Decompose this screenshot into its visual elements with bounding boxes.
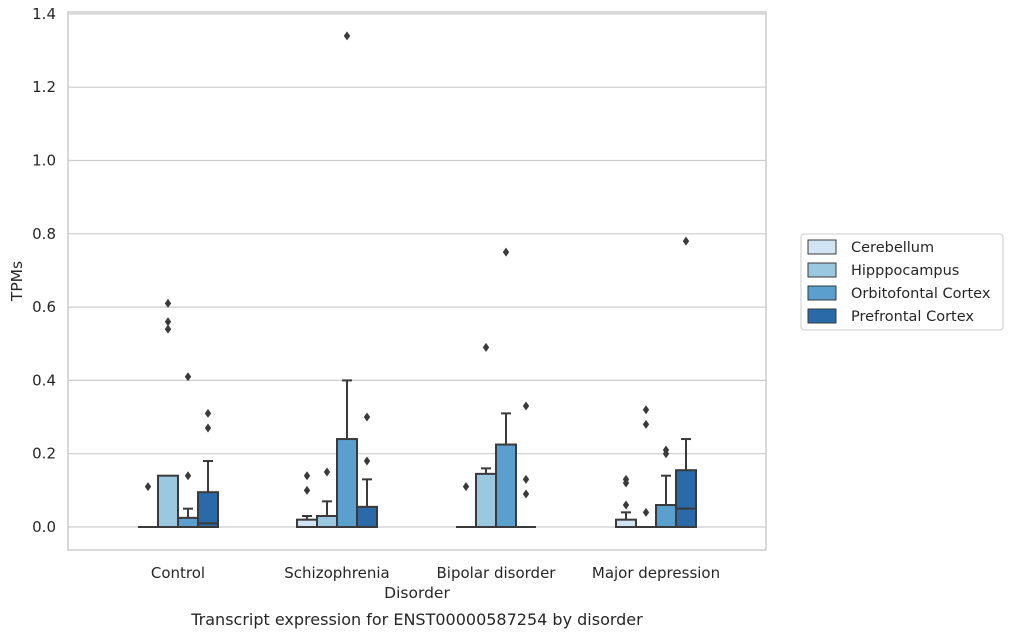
outlier-point	[303, 471, 311, 481]
box-body	[475, 472, 497, 529]
outlier-point	[522, 489, 530, 499]
box-body	[296, 518, 318, 528]
x-tick-label: Control	[151, 564, 205, 582]
legend-label: Prefrontal Cortex	[851, 309, 974, 325]
y-tick-label: 1.4	[32, 5, 56, 23]
legend-label: Hipppocampus	[851, 263, 959, 279]
y-axis-title: TPMs	[8, 261, 26, 302]
y-tick-labels: 0.0 0.2 0.4 0.6 0.8 1.0 1.2 1.4	[32, 5, 56, 536]
outlier-point	[184, 372, 192, 382]
figure-caption: Transcript expression for ENST0000058725…	[190, 610, 643, 629]
box-group	[296, 471, 318, 528]
outlier-point	[323, 467, 331, 477]
box-body	[615, 518, 637, 528]
outlier-point	[363, 456, 371, 466]
box-group	[495, 247, 517, 529]
legend-frame	[800, 233, 1004, 331]
outlier-point	[482, 342, 490, 352]
outlier-point	[204, 408, 212, 418]
legend-swatch	[807, 285, 837, 301]
outlier-point	[164, 298, 172, 308]
y-tick-label: 1.0	[32, 152, 56, 170]
box-body	[675, 469, 697, 529]
legend-label: Cerebellum	[851, 240, 934, 256]
outlier-point	[622, 474, 630, 484]
legend: Cerebellum Hipppocampus Orbitofontal Corte…	[800, 233, 1004, 331]
x-tick-labels: Control Schizophrenia Bipolar disorder Majo…	[151, 564, 720, 582]
outlier-point	[343, 31, 351, 41]
box-group	[336, 31, 358, 529]
box-body	[157, 474, 179, 529]
outlier-point	[363, 412, 371, 422]
box-body	[495, 443, 517, 529]
y-tick-label: 0.6	[32, 298, 56, 316]
box-group	[636, 405, 656, 528]
x-axis-title: Disorder	[384, 584, 450, 602]
box-group	[138, 482, 158, 528]
x-tick-label: Major depression	[592, 564, 720, 582]
legend-label: Orbitofontal Cortex	[851, 286, 991, 302]
box-body	[197, 491, 219, 528]
outlier-point	[462, 482, 470, 492]
y-tick-label: 0.4	[32, 371, 56, 389]
legend-swatch	[807, 239, 837, 255]
box-body	[336, 438, 358, 529]
y-tick-label: 0.2	[32, 445, 56, 463]
outlier-point	[642, 419, 650, 429]
x-tick-label: Bipolar disorder	[437, 564, 557, 582]
box-group	[615, 474, 637, 528]
outlier-point	[164, 324, 172, 334]
y-tick-label: 0.0	[32, 518, 56, 536]
box-group	[456, 482, 476, 528]
outlier-point	[204, 423, 212, 433]
boxes	[138, 31, 697, 529]
y-tick-label: 1.2	[32, 78, 56, 96]
legend-swatch	[807, 308, 837, 324]
box-group	[197, 408, 219, 528]
outlier-point	[303, 485, 311, 495]
x-tick-label: Schizophrenia	[284, 564, 389, 582]
y-tick-label: 0.8	[32, 225, 56, 243]
box-group	[516, 401, 536, 528]
outlier-point	[642, 507, 650, 517]
box-body	[316, 515, 338, 529]
outlier-point	[184, 471, 192, 481]
box-group	[157, 298, 179, 529]
plot-area	[67, 11, 767, 551]
outlier-point	[502, 247, 510, 257]
box-group	[655, 445, 677, 529]
outlier-point	[522, 401, 530, 411]
box-body	[655, 504, 677, 529]
grid-lines	[68, 13, 766, 528]
outlier-point	[682, 236, 690, 246]
outlier-point	[622, 500, 630, 510]
legend-swatch	[807, 262, 837, 278]
box-group	[356, 412, 378, 528]
box-body	[177, 516, 199, 529]
outlier-point	[144, 482, 152, 492]
box-body	[356, 505, 378, 528]
outlier-point	[522, 474, 530, 484]
box-group	[675, 236, 697, 529]
outlier-point	[164, 317, 172, 327]
outlier-point	[642, 405, 650, 415]
outlier-point	[662, 445, 670, 455]
